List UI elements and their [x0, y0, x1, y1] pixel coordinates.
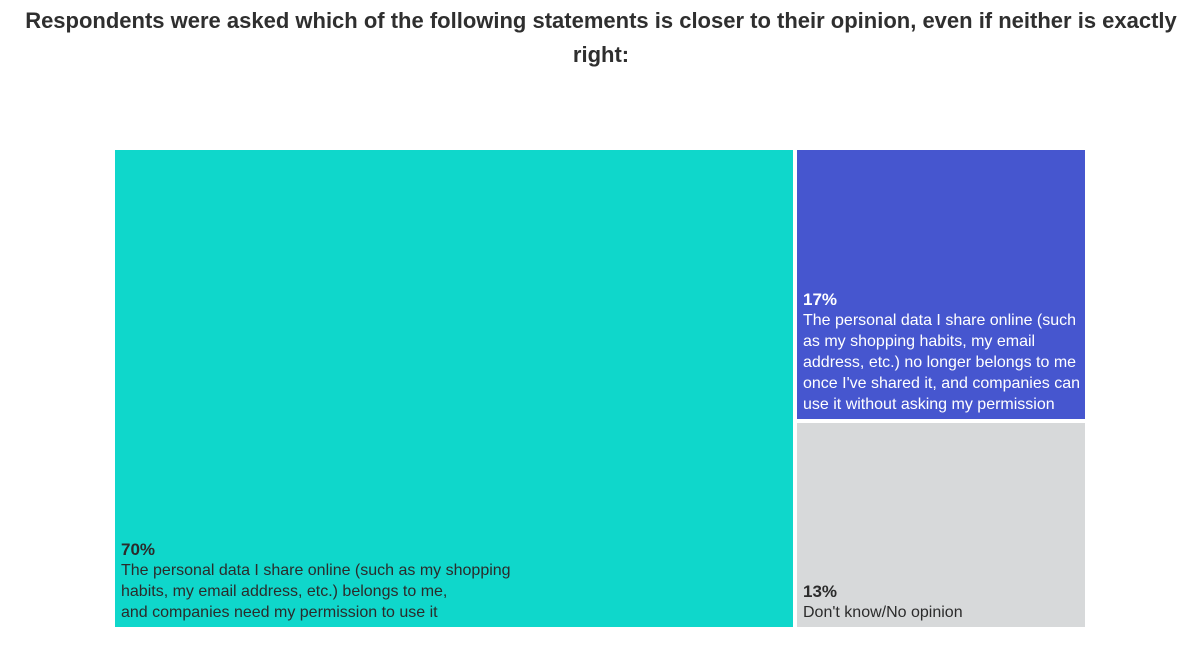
- chart-title: Respondents were asked which of the foll…: [25, 8, 1177, 67]
- treemap-tile-own-data: 70% The personal data I share online (su…: [115, 150, 793, 627]
- tile-percent-label: 13%: [803, 582, 838, 601]
- tile-label: 70% The personal data I share online (su…: [121, 539, 561, 623]
- tile-description: The personal data I share online (such a…: [121, 562, 511, 621]
- tile-percent-label: 17%: [803, 290, 838, 309]
- tile-percent-label: 70%: [121, 540, 156, 559]
- treemap-tile-not-own-data: 17% The personal data I share online (su…: [797, 150, 1085, 419]
- tile-label: 13% Don't know/No opinion: [803, 581, 963, 623]
- treemap: 70% The personal data I share online (su…: [115, 150, 1085, 627]
- treemap-tile-no-opinion: 13% Don't know/No opinion: [797, 423, 1085, 627]
- tile-description: Don't know/No opinion: [803, 604, 963, 621]
- tile-description: The personal data I share online (such a…: [803, 312, 1080, 413]
- tile-label: 17% The personal data I share online (su…: [803, 289, 1085, 415]
